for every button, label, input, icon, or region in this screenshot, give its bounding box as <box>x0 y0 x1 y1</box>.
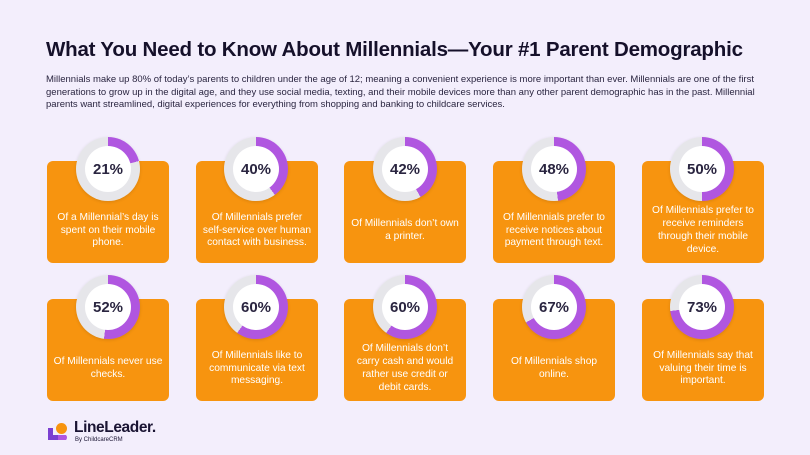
stat-description: Of Millennials never use checks. <box>53 356 163 380</box>
stat-description: Of Millennials prefer to receive reminde… <box>652 205 754 255</box>
percent-ring: 21% <box>76 137 140 201</box>
ring-hole <box>85 284 131 330</box>
stat-description: Of Millennials don’t carry cash and woul… <box>356 343 454 393</box>
percent-ring: 67% <box>522 275 586 339</box>
lineleader-logo: LineLeader. By ChildcareCRM <box>46 419 176 445</box>
logo-wordmark: LineLeader. <box>74 419 156 436</box>
percent-ring: 52% <box>76 275 140 339</box>
ring-hole <box>679 284 725 330</box>
percent-value: 48% <box>538 160 570 178</box>
percent-ring: 40% <box>224 137 288 201</box>
ring-hole <box>531 146 577 192</box>
logo-tagline: By ChildcareCRM <box>75 437 123 443</box>
percent-value: 60% <box>240 298 272 316</box>
stat-description: Of Millennials shop online. <box>510 356 598 380</box>
percent-value: 73% <box>686 298 718 316</box>
stat-description: Of Millennials don’t own a printer. <box>351 218 459 242</box>
page-title: What You Need to Know About Millennials—… <box>46 38 743 61</box>
stat-description: Of Millennials like to communicate via t… <box>209 349 305 387</box>
percent-value: 60% <box>389 298 421 316</box>
ring-hole <box>382 284 428 330</box>
percent-value: 50% <box>686 160 718 178</box>
ring-hole <box>233 284 279 330</box>
stat-description: Of a Millennial’s day is spent on their … <box>57 211 159 249</box>
percent-value: 42% <box>389 160 421 178</box>
percent-value: 67% <box>538 298 570 316</box>
percent-ring: 73% <box>670 275 734 339</box>
percent-value: 21% <box>92 160 124 178</box>
percent-ring: 60% <box>224 275 288 339</box>
percent-ring: 48% <box>522 137 586 201</box>
stat-description: Of Millennials prefer self-service over … <box>202 211 312 249</box>
intro-paragraph: Millennials make up 80% of today’s paren… <box>46 74 755 111</box>
percent-value: 40% <box>240 160 272 178</box>
percent-value: 52% <box>92 298 124 316</box>
lineleader-logo-icon <box>48 423 67 440</box>
percent-ring: 50% <box>670 137 734 201</box>
ring-hole <box>85 146 131 192</box>
ring-hole <box>382 146 428 192</box>
percent-ring: 42% <box>373 137 437 201</box>
stat-description: Of Millennials say that valuing their ti… <box>653 349 753 387</box>
percent-ring: 60% <box>373 275 437 339</box>
ring-hole <box>679 146 725 192</box>
ring-hole <box>531 284 577 330</box>
ring-hole <box>233 146 279 192</box>
stat-description: Of Millennials prefer to receive notices… <box>503 211 605 249</box>
